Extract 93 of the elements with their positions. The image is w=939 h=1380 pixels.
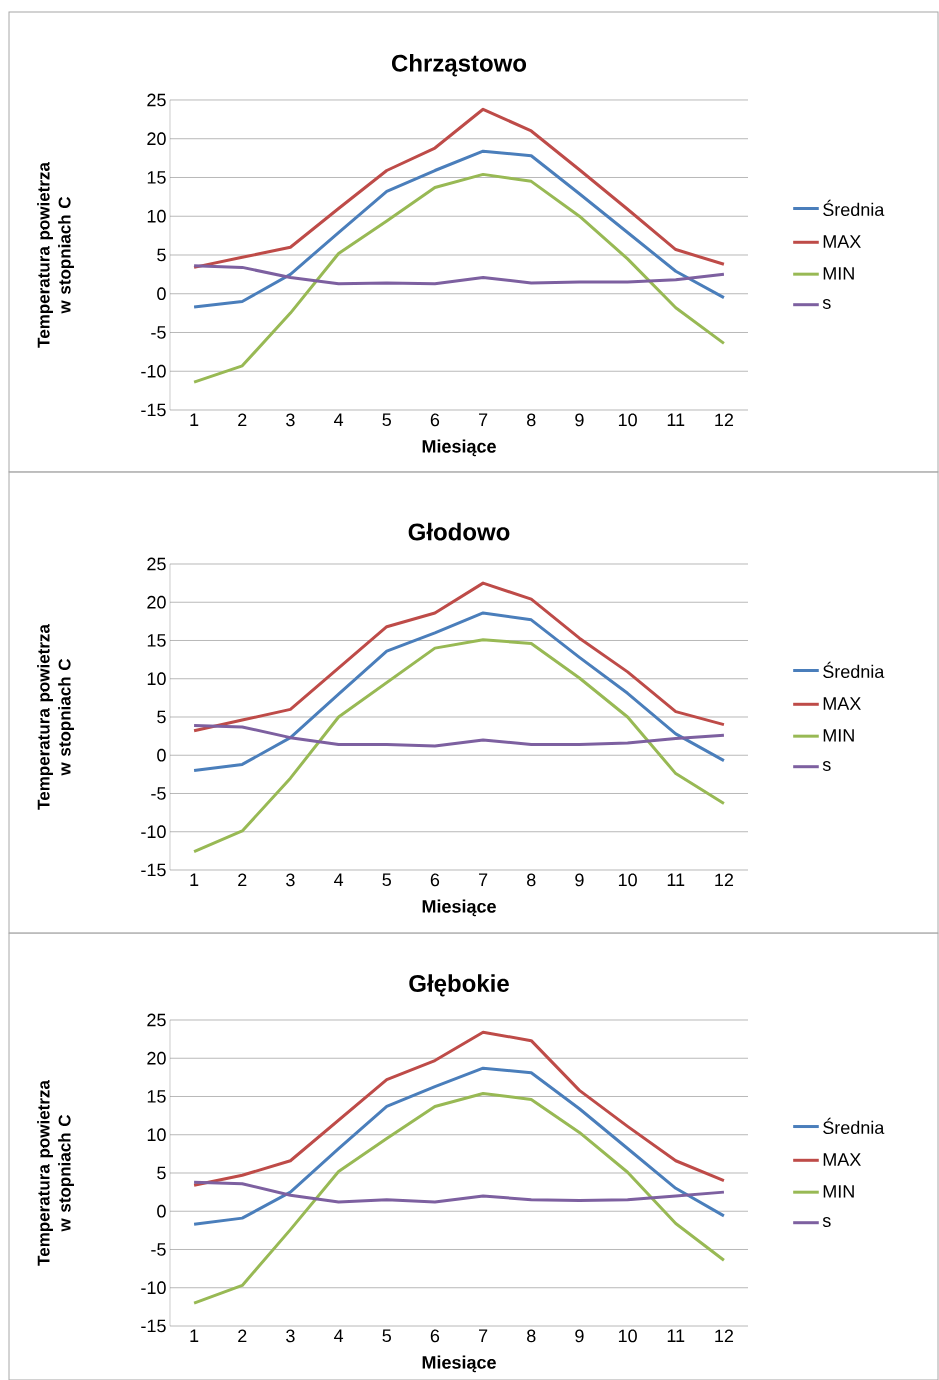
- line-series: [192, 1180, 726, 1204]
- legend-label: MIN: [823, 1185, 854, 1198]
- x-tick-label: 11: [667, 413, 685, 426]
- y-tick-label: -5: [151, 326, 166, 339]
- line-series: [192, 172, 726, 384]
- x-axis-title: Miesiące: [422, 439, 496, 457]
- line-series: [192, 107, 726, 269]
- legend-label: MAX: [823, 235, 861, 248]
- x-tick-label: 2: [238, 413, 247, 427]
- x-tick-label: 8: [527, 413, 536, 427]
- y-tick-label: 0: [157, 1204, 166, 1218]
- y-tick-label: 25: [147, 1013, 166, 1027]
- x-tick-label: 3: [286, 413, 295, 427]
- x-tick-label: 4: [333, 413, 344, 426]
- legend-label: s: [822, 761, 831, 771]
- y-axis-title: Temperatura powietrza w stopniach C: [37, 1080, 74, 1266]
- x-tick-label: 11: [667, 873, 685, 886]
- y-tick-label: 20: [147, 1051, 166, 1065]
- x-tick-label: 7: [479, 1329, 488, 1342]
- legend-label: MIN: [823, 729, 854, 742]
- y-tick-label: 5: [157, 248, 166, 262]
- x-tick-label: 9: [575, 1329, 584, 1343]
- line-series: [192, 1091, 726, 1305]
- x-tick-label: 7: [479, 873, 488, 886]
- x-tick-label: 1: [190, 413, 199, 426]
- line-series: [192, 723, 726, 748]
- x-tick-label: 12: [715, 873, 734, 887]
- x-tick-label: 4: [333, 873, 344, 886]
- x-tick-label: 5: [382, 1329, 391, 1343]
- y-tick-label: -5: [151, 787, 166, 800]
- x-tick-label: 10: [618, 413, 637, 427]
- x-tick-label: 5: [382, 873, 391, 887]
- x-tick-label: 8: [527, 1329, 536, 1343]
- x-tick-label: 9: [575, 873, 584, 887]
- legend-label: Średnia: [823, 1117, 885, 1135]
- y-tick-label: -10: [141, 364, 166, 378]
- y-tick-label: 10: [147, 672, 166, 686]
- y-tick-label: 0: [157, 287, 166, 301]
- y-tick-label: 0: [157, 748, 166, 762]
- x-tick-label: 7: [479, 413, 488, 426]
- y-axis-title: Temperatura powietrza w stopniach C: [37, 623, 74, 810]
- x-tick-label: 5: [382, 413, 391, 427]
- x-tick-label: 10: [618, 873, 637, 887]
- y-tick-label: 5: [157, 1166, 166, 1180]
- y-tick-label: -10: [141, 825, 166, 839]
- chart-title: Głodowo: [408, 522, 510, 541]
- x-tick-label: 12: [715, 413, 734, 427]
- y-tick-label: 10: [147, 1128, 166, 1142]
- x-tick-label: 1: [190, 1329, 199, 1342]
- legend-label: MIN: [823, 267, 854, 280]
- legend-label: MAX: [823, 1153, 861, 1166]
- line-series: [192, 1066, 726, 1226]
- x-tick-label: 6: [430, 873, 440, 887]
- chart-title: Głębokie: [409, 974, 509, 997]
- legend-label: s: [822, 1217, 831, 1227]
- x-tick-label: 11: [667, 1329, 685, 1342]
- y-tick-label: -15: [141, 403, 166, 417]
- y-tick-label: -10: [141, 1281, 166, 1295]
- y-tick-label: 15: [147, 1090, 166, 1103]
- line-series: [192, 264, 726, 286]
- y-tick-label: 25: [147, 557, 166, 571]
- x-tick-label: 6: [430, 413, 440, 427]
- y-tick-label: -15: [141, 1319, 166, 1333]
- y-tick-label: -5: [151, 1243, 166, 1256]
- x-tick-label: 1: [190, 873, 199, 886]
- x-tick-label: 10: [618, 1329, 637, 1343]
- x-tick-label: 2: [238, 1329, 247, 1343]
- legend-label: MAX: [823, 697, 861, 710]
- legend-label: Średnia: [823, 661, 885, 679]
- x-tick-label: 6: [430, 1329, 440, 1343]
- y-tick-label: 20: [147, 132, 166, 146]
- x-axis-title: Miesiące: [422, 899, 496, 917]
- y-tick-label: 15: [147, 634, 166, 647]
- y-tick-label: 5: [157, 710, 166, 724]
- x-tick-label: 3: [286, 873, 295, 887]
- y-tick-label: 15: [147, 171, 166, 184]
- x-axis-title: Miesiące: [422, 1355, 496, 1373]
- x-tick-label: 2: [238, 873, 247, 887]
- y-tick-label: 20: [147, 595, 166, 609]
- y-axis-title: Temperatura powietrza w stopniach C: [37, 161, 74, 348]
- x-tick-label: 4: [333, 1329, 344, 1342]
- x-tick-label: 3: [286, 1329, 295, 1343]
- line-series: [192, 149, 726, 309]
- x-tick-label: 12: [715, 1329, 734, 1343]
- x-tick-label: 9: [575, 413, 584, 427]
- legend-label: Średnia: [823, 199, 885, 217]
- y-tick-label: 10: [147, 209, 166, 223]
- legend-label: s: [822, 299, 831, 309]
- y-tick-label: -15: [141, 863, 166, 877]
- x-tick-label: 8: [527, 873, 536, 887]
- line-series: [192, 611, 726, 773]
- chart-title: Chrząstowo: [391, 54, 527, 77]
- y-tick-label: 25: [147, 93, 166, 107]
